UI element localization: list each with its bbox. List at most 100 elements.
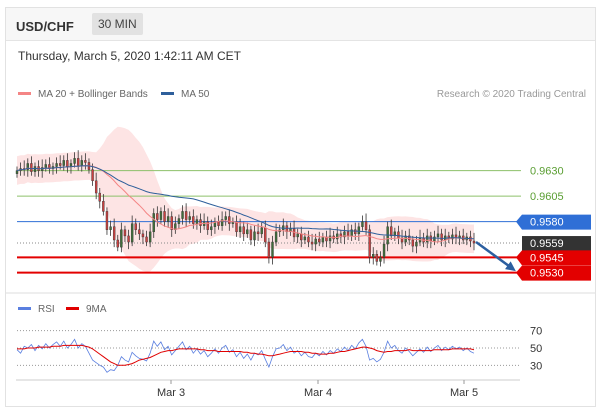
candle [368,229,371,258]
resistance-label: 0.9605 [530,191,564,203]
candle [303,236,307,241]
candle [134,223,137,230]
candle [76,158,80,166]
candle [296,233,299,238]
candle [141,233,145,238]
candle [116,239,119,248]
candle [120,229,123,248]
x-tick-label: Mar 4 [304,387,332,399]
rsi-line [16,338,475,373]
candle [256,231,260,235]
candle [192,216,195,224]
credit-text: Research © 2020 Trading Central [437,89,586,100]
last-price-label: 0.9559 [530,238,564,250]
candle [156,213,159,220]
chart-date: Thursday, March 5, 2020 1:42:11 AM CET [18,49,241,63]
legend-label: MA 20 + Bollinger Bands [38,89,148,100]
candle [94,180,98,194]
candle [58,163,62,166]
candle [15,170,19,174]
legend-label: 9MA [86,304,107,315]
candle [246,229,249,235]
candle [130,223,134,243]
candle [80,160,83,166]
candle [415,241,418,247]
last-price-tag [522,236,591,252]
ma50-line [16,165,475,240]
candle [181,211,184,219]
pivot-tag [516,214,591,230]
candle [318,238,321,243]
candle [26,163,29,170]
candle [170,216,173,230]
candle [433,236,436,242]
candle [166,216,170,222]
candle [382,243,386,258]
candle [195,219,199,224]
candle [105,211,109,230]
candle [152,213,155,233]
candle [69,163,73,167]
candle [44,164,47,168]
legend-swatch [66,307,79,310]
candle [224,216,227,220]
candle [184,211,188,220]
candle [159,211,163,220]
candle [249,229,253,241]
timeframe-button[interactable]: 30 MIN [92,13,143,35]
support-label: 0.9530 [530,268,564,280]
candle [364,221,368,230]
candle [354,229,357,235]
candle [274,231,278,243]
candle [220,219,224,226]
candle [321,236,325,243]
candle [372,254,375,258]
legend-swatch [18,92,31,95]
candle [91,169,94,182]
candle [235,221,238,233]
chart-header: USD/CHF 30 MIN [6,8,595,41]
candle [336,233,339,240]
support-label: 0.9545 [530,252,564,264]
rsi-tick-label: 50 [530,343,542,355]
candle [253,231,256,241]
candle [390,226,393,237]
candle [30,163,33,172]
candle [411,239,415,247]
candle [206,221,209,230]
candle [213,221,217,227]
instrument-pair: USD/CHF [16,19,74,34]
candle [228,216,231,224]
candle [199,219,202,226]
candle [238,226,242,233]
candle [260,227,263,235]
candle [138,229,141,235]
x-tick-label: Mar 5 [450,387,478,399]
candle [33,166,37,172]
candle [314,238,317,245]
candle [148,231,152,243]
candle [271,241,274,258]
candle [357,226,361,235]
legend-label: RSI [38,304,55,315]
legend-swatch [161,92,174,95]
candle [109,226,112,230]
candle [163,211,166,222]
candle [343,231,346,238]
candle [436,233,440,238]
candle [210,226,213,230]
resistance-label: 0.9630 [530,166,564,178]
candle [127,235,130,243]
candle [217,221,220,226]
candle [472,240,476,244]
support-tag [516,250,591,266]
candle [346,231,350,237]
candle [375,254,379,262]
legend-label: MA 50 [181,89,210,100]
candle [112,226,116,241]
forecast-arrow [475,241,512,269]
candle [440,233,443,241]
rsi-ma9-line [17,344,475,366]
candle [451,234,454,240]
candle [98,192,101,202]
